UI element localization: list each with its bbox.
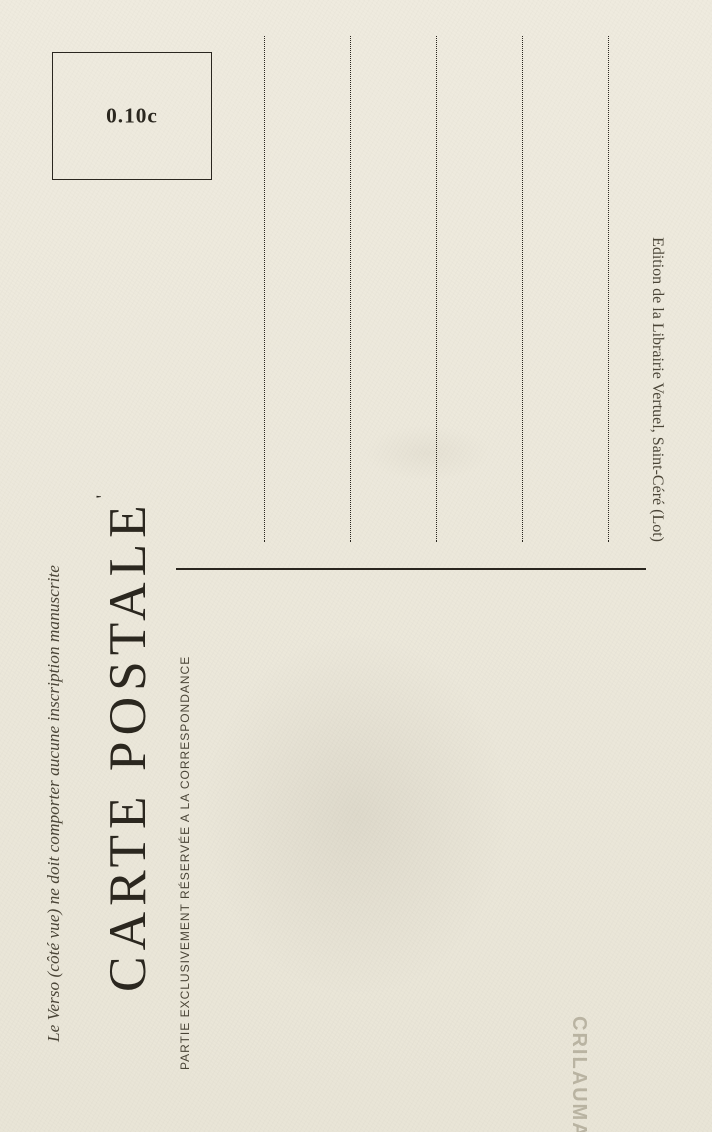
address-line xyxy=(608,36,609,542)
correspondence-note: PARTIE EXCLUSIVEMENT RÉSERVÉE A LA CORRE… xyxy=(178,656,192,1070)
address-line xyxy=(264,36,265,542)
title-tick: ' xyxy=(93,489,115,498)
watermark: CRILAUMAT xyxy=(567,1016,590,1132)
publisher-line: Edition de la Librairie Vertuel, Saint-C… xyxy=(648,237,666,542)
verso-note: Le Verso (côté vue) ne doit comporter au… xyxy=(44,565,64,1042)
address-line xyxy=(350,36,351,542)
address-line xyxy=(522,36,523,542)
postcard: 0.10c Le Verso (côté vue) ne doit compor… xyxy=(0,0,712,1132)
address-line xyxy=(436,36,437,542)
vertical-divider xyxy=(176,569,646,571)
title-text: CARTE POSTALE xyxy=(97,499,157,992)
stamp-price: 0.10c xyxy=(106,104,158,129)
title-carte-postale: CARTE POSTALE' xyxy=(96,499,158,992)
